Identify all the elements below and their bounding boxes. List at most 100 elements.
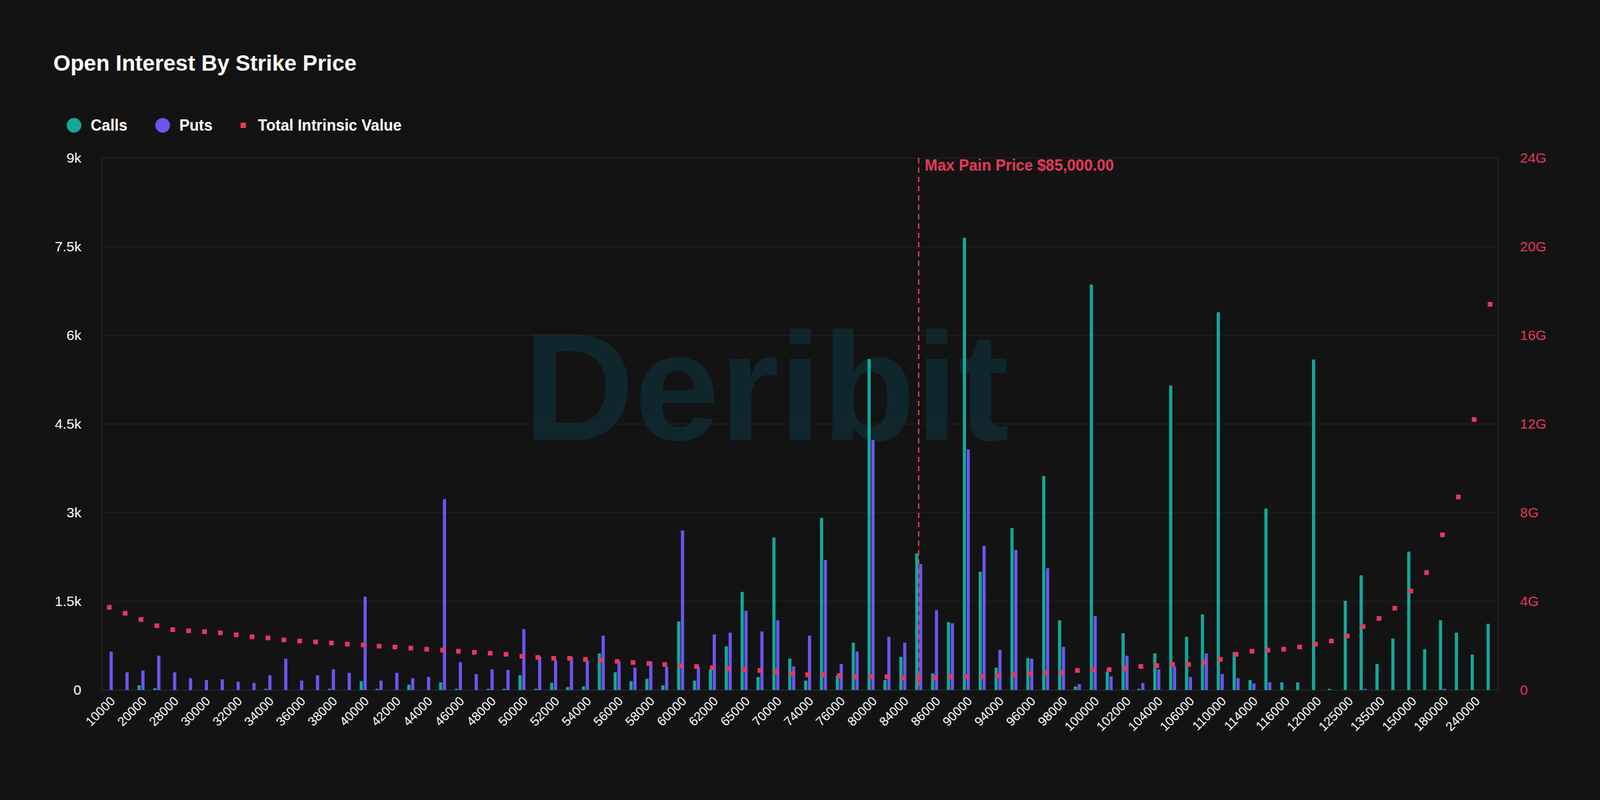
axis-line [102,690,1499,691]
bar [442,499,446,690]
bar [1280,682,1284,690]
bar [1014,550,1018,690]
x-tick: 28000 [146,690,182,729]
bar [1153,653,1157,690]
x-tick-label: 28000 [146,694,182,729]
title: Open Interest By Strike Price [53,50,357,76]
y2-tick-label: 20G [1520,238,1547,254]
point [742,667,747,672]
bar-series [137,238,1490,690]
point [392,644,398,650]
point [821,672,826,678]
bar [1216,312,1220,690]
bar [1490,690,1494,691]
bar [1347,690,1351,691]
y-tick-label: 4.5k [54,416,82,432]
point [837,673,842,678]
x-tick-label: 125000 [1316,694,1356,734]
bar [1312,359,1316,690]
x-tick-label: 46000 [432,694,467,729]
y2-tick-label: 24G [1520,150,1547,166]
y-axis: 01.5k3k4.5k6k7.5k9k [54,150,102,698]
bar [470,690,474,691]
point [218,630,223,636]
legend-label: Calls [90,116,128,134]
x-tick-label: 74000 [781,694,816,729]
point [1329,638,1334,644]
background [0,0,1600,800]
bar [1188,676,1192,690]
bar [1296,682,1300,690]
x-tick-label: 10000 [82,694,118,729]
point [360,642,366,648]
bar [1074,686,1078,690]
bar [554,660,558,690]
bar [1344,600,1348,690]
x-tick-label: 100000 [1062,694,1102,734]
bar [1316,690,1320,691]
y-tick-label: 6k [66,327,82,343]
point [504,652,509,657]
x-tick-label: 34000 [241,694,276,729]
point [1218,657,1223,662]
watermark: Deribit [523,301,1009,473]
bar [141,670,145,690]
bar [280,690,284,691]
bar [962,238,966,690]
point [1075,668,1080,673]
point [662,662,668,667]
y-tick-label: 0 [73,682,82,698]
grid [101,158,1498,690]
bar [216,690,220,691]
point [1043,670,1048,676]
x-tick-label: 80000 [844,694,880,729]
grid-line [101,158,1498,159]
bar [1474,690,1478,691]
bar [204,680,208,690]
bar [1438,620,1442,690]
bar [232,690,236,691]
bar [522,629,526,690]
bar [1109,676,1113,690]
point [852,674,858,680]
grid-line [101,601,1498,602]
legend-item: Total Intrinsic Value [240,116,402,134]
x-tick: 86000 [908,690,943,729]
bar [1093,616,1097,690]
bar [328,688,332,690]
point [1090,667,1096,672]
bar [121,690,125,691]
point [1313,642,1318,647]
x-tick-label: 104000 [1125,694,1166,734]
bar [284,658,288,690]
grid-line [101,246,1498,248]
x-tick-label: 36000 [273,694,308,729]
bar [966,449,970,690]
bar [1090,284,1094,690]
bar [407,684,411,690]
bar [125,672,129,690]
y2-tick: 12G [1498,416,1547,432]
y-tick: 7.5k [54,238,102,254]
bar [1125,656,1129,690]
x-tick-label: 96000 [1003,694,1038,729]
point [932,675,937,680]
bar [157,656,161,690]
y2-tick: 16G [1498,327,1547,343]
point [710,665,715,670]
bar [1137,688,1141,690]
x-tick: 102000 [1093,690,1134,734]
point [1440,532,1445,538]
point [154,623,160,628]
point [1408,588,1414,594]
point [1138,664,1144,669]
point [773,669,778,674]
x-tick: 80000 [844,690,880,729]
bar [1141,682,1145,690]
point [948,674,953,680]
bar [316,675,320,690]
bar [332,669,336,690]
point [440,648,445,653]
bar [696,666,700,690]
x-tick-label: 30000 [178,694,213,729]
